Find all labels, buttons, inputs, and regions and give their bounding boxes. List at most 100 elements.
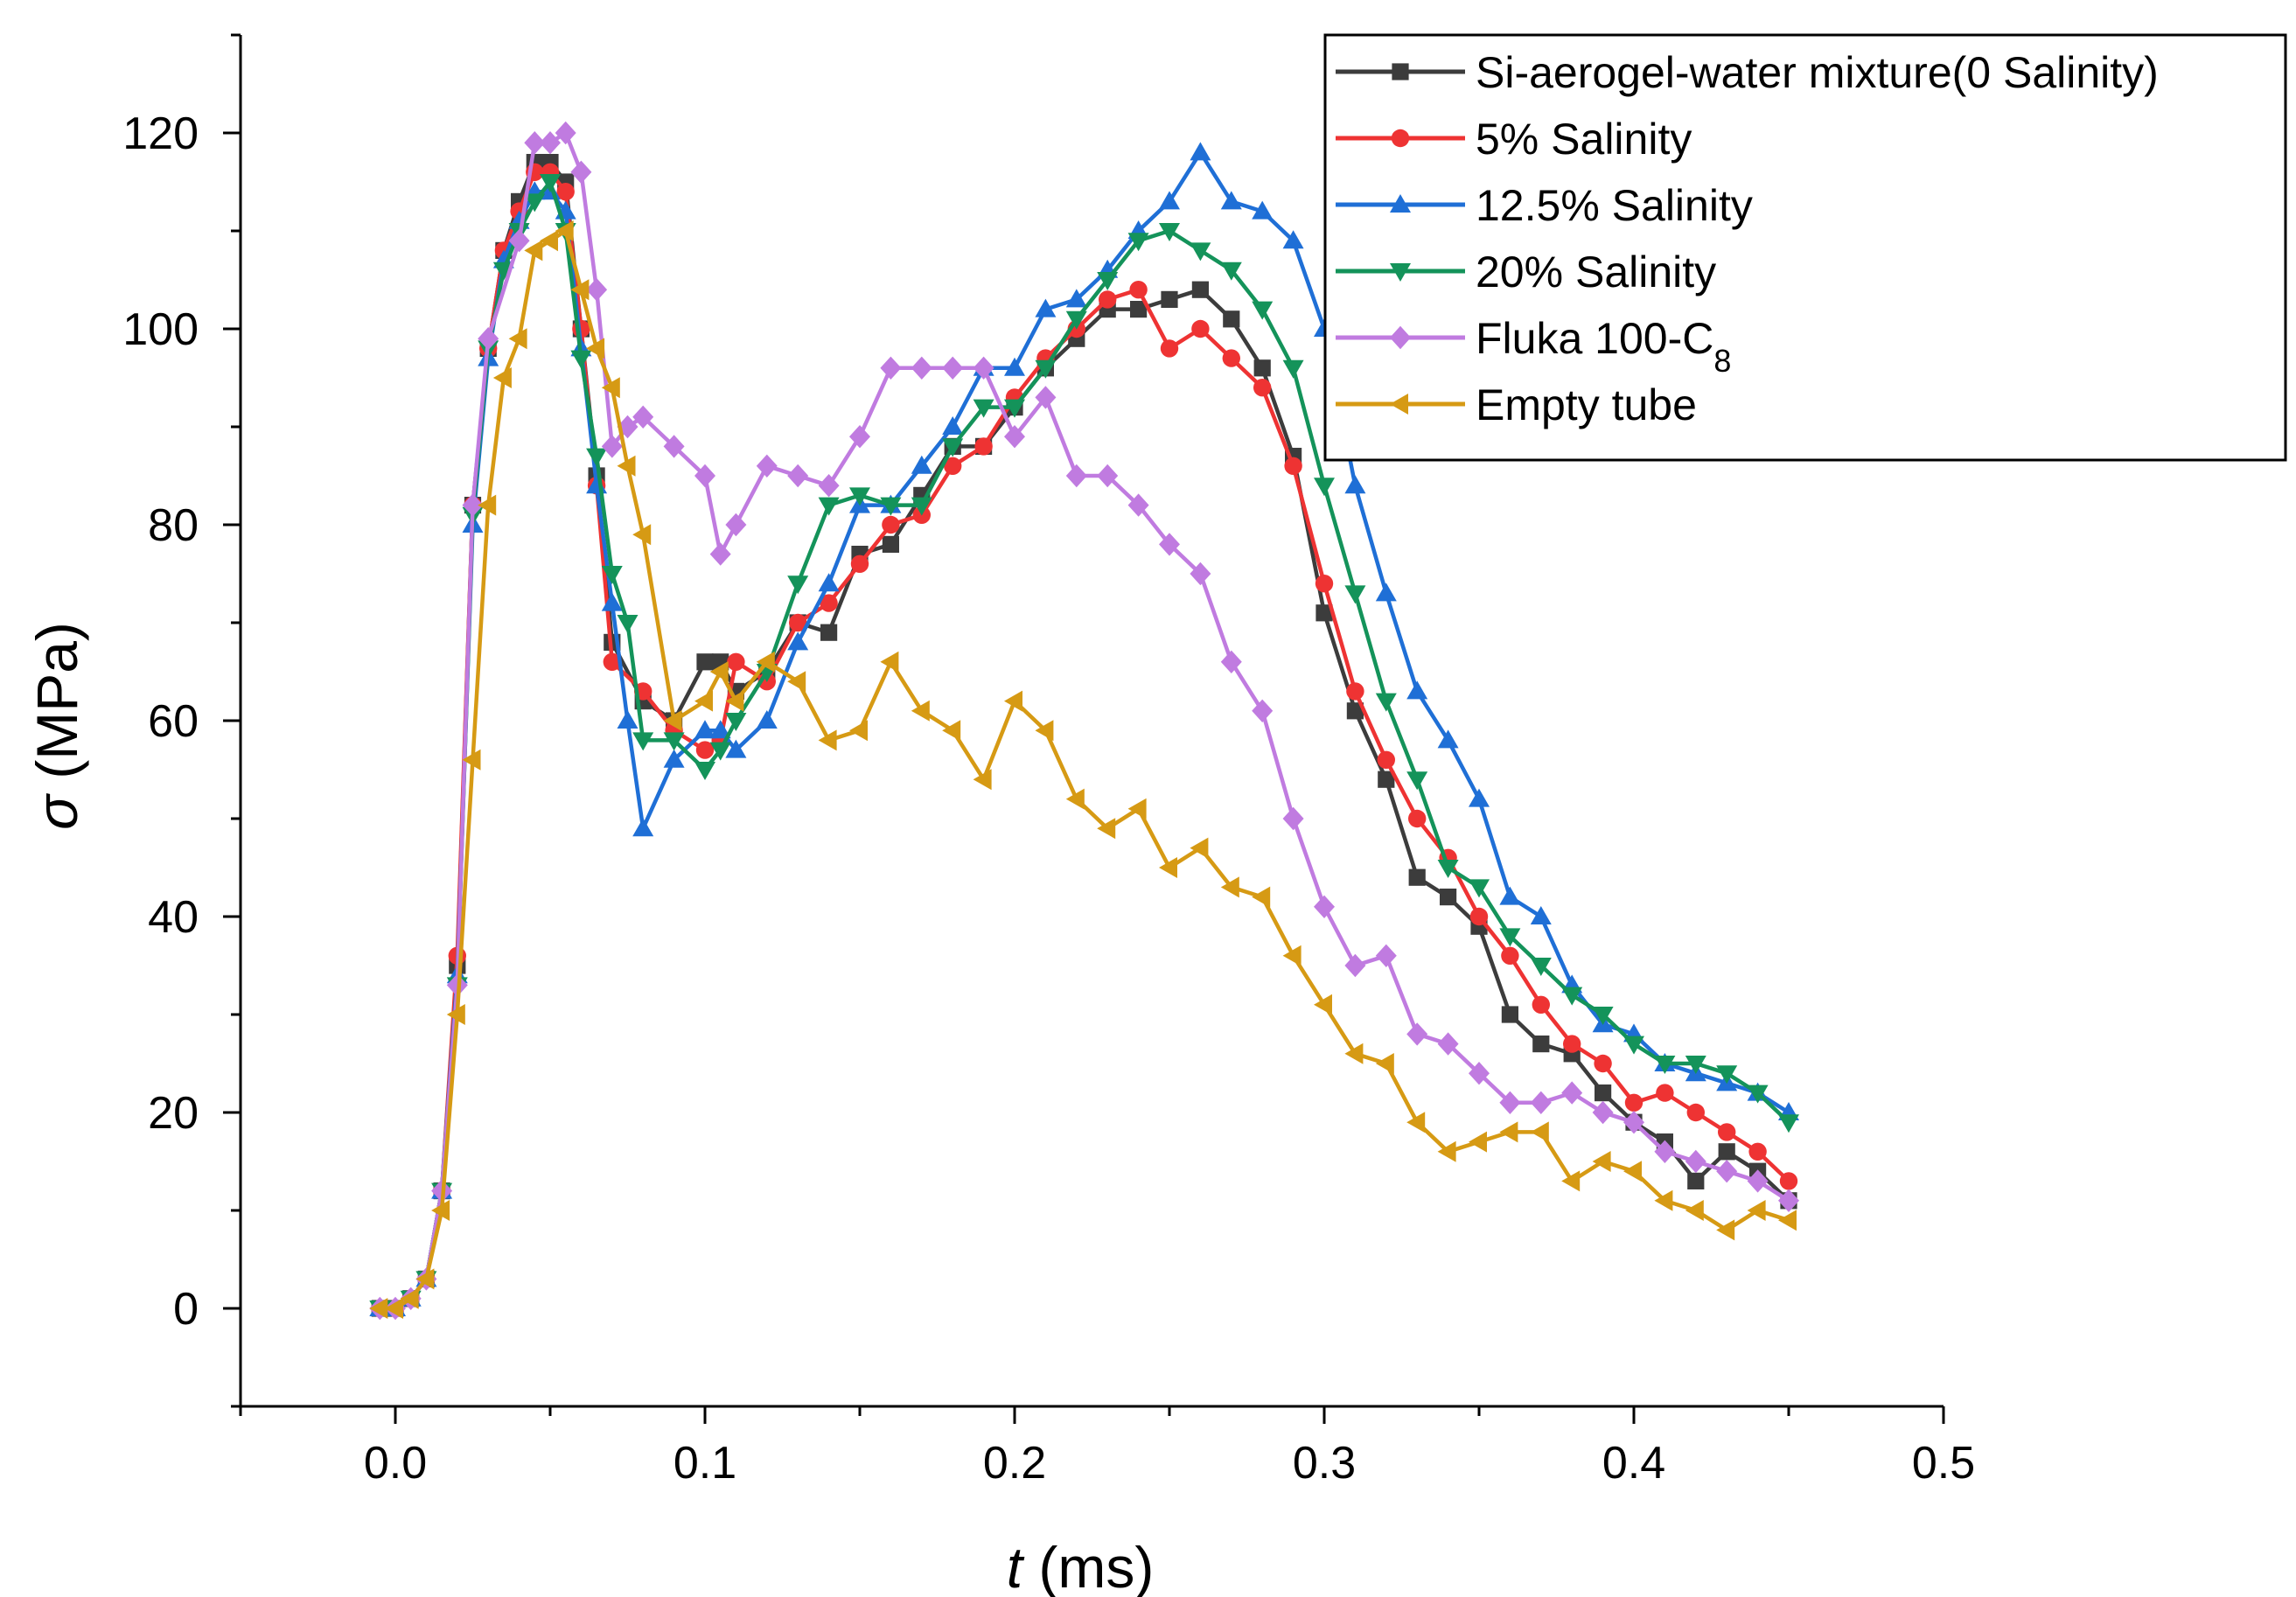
data-point bbox=[1685, 1056, 1706, 1074]
data-point bbox=[1624, 1093, 1643, 1112]
data-point bbox=[1097, 272, 1119, 290]
data-point bbox=[415, 1268, 435, 1290]
data-point bbox=[1344, 475, 1366, 494]
data-point bbox=[632, 405, 654, 429]
data-point bbox=[1563, 1035, 1581, 1053]
data-point bbox=[586, 448, 608, 467]
y-tick-label: 120 bbox=[122, 108, 199, 159]
data-point bbox=[694, 464, 715, 488]
data-point bbox=[540, 174, 561, 192]
data-point bbox=[694, 690, 713, 712]
data-point bbox=[1686, 1103, 1706, 1122]
data-point bbox=[446, 1004, 465, 1025]
y-tick-label: 40 bbox=[148, 892, 199, 943]
x-tick-label: 0.2 bbox=[983, 1438, 1046, 1489]
data-point bbox=[1469, 1062, 1490, 1085]
data-point bbox=[709, 742, 731, 761]
y-tick-label: 80 bbox=[148, 500, 199, 551]
data-point bbox=[462, 493, 484, 517]
data-point bbox=[1375, 693, 1397, 712]
data-point bbox=[1065, 464, 1087, 488]
data-point bbox=[524, 131, 546, 155]
x-tick-label: 0.1 bbox=[673, 1438, 736, 1489]
data-point bbox=[617, 455, 636, 477]
data-point bbox=[570, 160, 592, 184]
y-tick-label: 100 bbox=[122, 304, 199, 355]
data-point bbox=[601, 566, 623, 584]
data-point bbox=[1375, 582, 1397, 602]
data-point bbox=[1282, 230, 1304, 249]
data-point bbox=[586, 278, 608, 302]
data-point bbox=[911, 455, 932, 474]
axes bbox=[223, 33, 1945, 1424]
legend-swatch-marker bbox=[1392, 63, 1409, 80]
y-axis-title-unit: (MPa) bbox=[24, 622, 89, 795]
data-point bbox=[756, 710, 778, 729]
data-point bbox=[727, 652, 745, 671]
data-point bbox=[1346, 682, 1364, 701]
data-point bbox=[1561, 1170, 1581, 1192]
data-point bbox=[1191, 319, 1210, 338]
data-point bbox=[1282, 945, 1302, 966]
data-point bbox=[586, 338, 605, 359]
data-point bbox=[1159, 857, 1177, 878]
legend-swatch-marker bbox=[1390, 394, 1408, 415]
data-point bbox=[1530, 1091, 1552, 1114]
data-point bbox=[1127, 798, 1147, 819]
x-tick-label: 0.0 bbox=[364, 1438, 427, 1489]
legend-label-subscript: 8 bbox=[1713, 343, 1731, 379]
data-point bbox=[1344, 1043, 1364, 1064]
data-point bbox=[1190, 142, 1211, 161]
data-point bbox=[603, 652, 621, 671]
data-point bbox=[1469, 788, 1490, 807]
data-point bbox=[1127, 493, 1149, 517]
data-point bbox=[1408, 809, 1427, 828]
data-point bbox=[524, 240, 543, 262]
data-point bbox=[1284, 457, 1302, 475]
data-point bbox=[1035, 386, 1057, 409]
data-point bbox=[942, 720, 961, 742]
data-point bbox=[1532, 995, 1551, 1015]
data-point bbox=[880, 497, 902, 516]
data-point bbox=[1654, 1056, 1676, 1074]
data-point bbox=[556, 183, 575, 201]
data-point bbox=[508, 229, 530, 253]
y-axis-title-symbol: σ bbox=[24, 793, 89, 830]
data-point bbox=[570, 350, 592, 369]
legend-swatch-marker bbox=[1390, 194, 1411, 213]
data-point bbox=[849, 720, 868, 742]
data-point bbox=[1778, 1210, 1797, 1231]
x-tick-label: 0.3 bbox=[1293, 1438, 1356, 1489]
legend-label: 12.5% Salinity bbox=[1476, 181, 1753, 230]
legend-label: Si-aerogel-water mixture(0 Salinity) bbox=[1476, 48, 2159, 97]
data-point bbox=[725, 513, 747, 537]
data-point bbox=[385, 1298, 403, 1319]
legend-box bbox=[1323, 33, 2287, 462]
data-point bbox=[1747, 1169, 1769, 1193]
data-point bbox=[1220, 262, 1242, 281]
data-point bbox=[1406, 1022, 1428, 1046]
data-point bbox=[1623, 1036, 1644, 1055]
data-point bbox=[1253, 359, 1271, 377]
x-axis-title: t (ms) bbox=[1007, 1535, 1155, 1597]
data-point bbox=[973, 399, 994, 418]
data-point bbox=[818, 497, 840, 516]
legend-item: Fluka 100-C8 bbox=[1336, 314, 1731, 379]
data-point bbox=[1129, 281, 1148, 299]
data-point bbox=[789, 613, 807, 632]
data-point bbox=[1065, 310, 1087, 330]
data-point bbox=[695, 741, 715, 759]
data-point bbox=[663, 710, 682, 731]
data-point bbox=[478, 494, 497, 516]
data-point bbox=[1654, 1189, 1673, 1211]
data-point bbox=[1004, 425, 1025, 449]
data-point bbox=[1437, 1140, 1456, 1162]
data-point bbox=[1501, 1006, 1518, 1023]
data-point bbox=[1377, 750, 1396, 769]
data-point bbox=[1252, 301, 1274, 320]
data-point bbox=[1252, 699, 1274, 722]
data-point bbox=[1282, 359, 1304, 379]
data-point bbox=[1469, 907, 1489, 926]
legend-item: Empty tube bbox=[1336, 380, 1697, 429]
